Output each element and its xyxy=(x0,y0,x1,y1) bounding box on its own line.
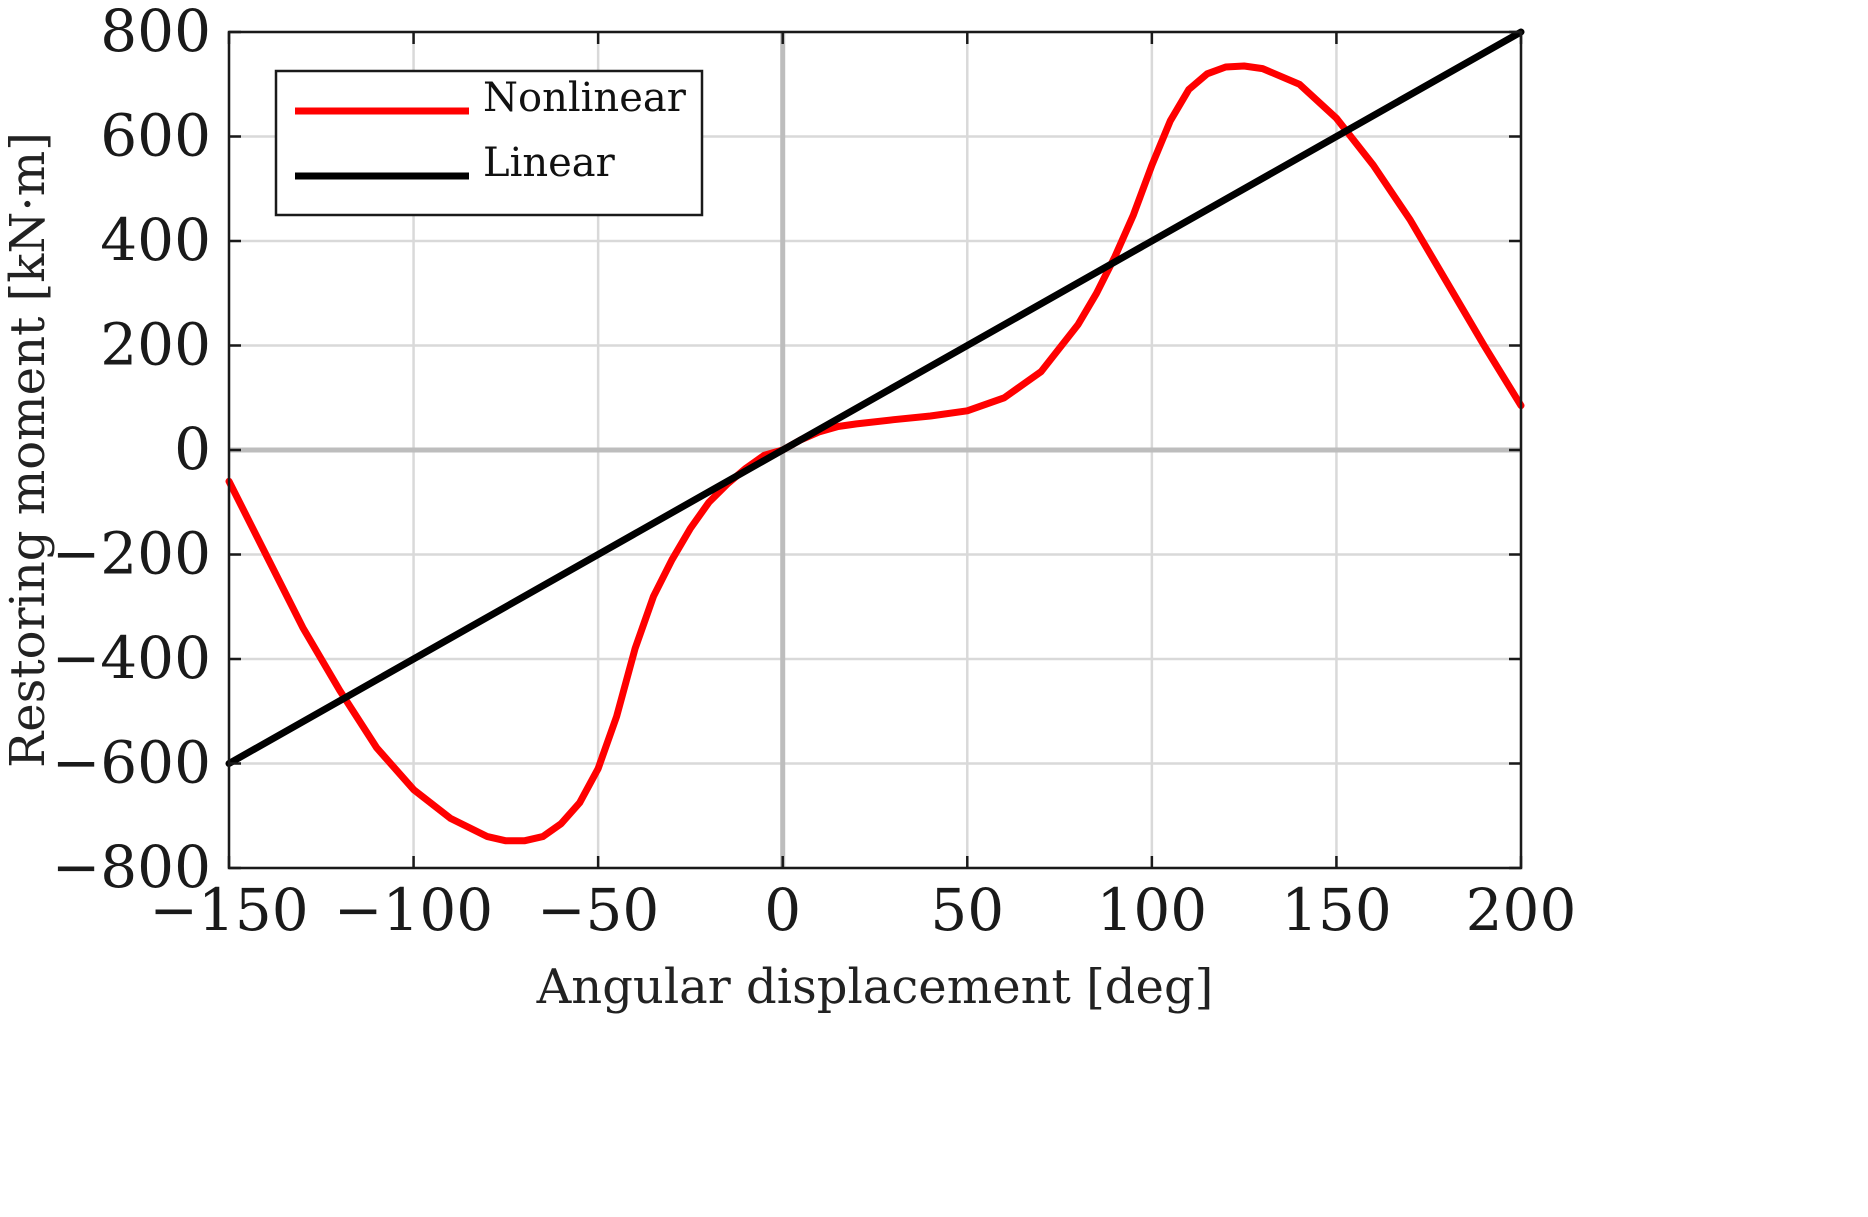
y-tick-label: 400 xyxy=(100,206,211,274)
y-tick-label: 200 xyxy=(100,311,211,379)
y-axis-label: Restoring moment [kN·m] xyxy=(0,132,56,768)
x-tick-label: 50 xyxy=(930,876,1004,944)
x-tick-label: −150 xyxy=(149,876,308,944)
y-tick-label: −600 xyxy=(52,729,211,797)
series-lines xyxy=(225,28,1525,845)
x-tick-label: 150 xyxy=(1281,876,1392,944)
legend: Nonlinear Linear xyxy=(274,69,704,217)
x-tick-label: 0 xyxy=(764,876,801,944)
legend-label-nonlinear: Nonlinear xyxy=(483,75,687,121)
y-tick-label: −800 xyxy=(52,833,211,901)
y-tick-label: 800 xyxy=(100,0,211,65)
x-tick-label: 200 xyxy=(1466,876,1577,944)
x-ticks: −150 −100 −50 0 50 100 150 200 xyxy=(149,32,1576,944)
legend-label-linear: Linear xyxy=(483,140,616,186)
series-line-linear xyxy=(225,28,1525,767)
x-tick-label: −100 xyxy=(334,876,493,944)
x-tick-label: 100 xyxy=(1096,876,1207,944)
y-ticks: −800 −600 −400 −200 0 200 400 600 800 xyxy=(52,0,1521,901)
y-tick-label: −200 xyxy=(52,520,211,588)
x-axis-label: Angular displacement [deg] xyxy=(536,959,1214,1015)
y-tick-label: 0 xyxy=(174,415,211,483)
y-tick-label: −400 xyxy=(52,624,211,692)
legend-box xyxy=(274,69,704,217)
x-tick-label: −50 xyxy=(537,876,659,944)
y-tick-label: 600 xyxy=(100,102,211,170)
